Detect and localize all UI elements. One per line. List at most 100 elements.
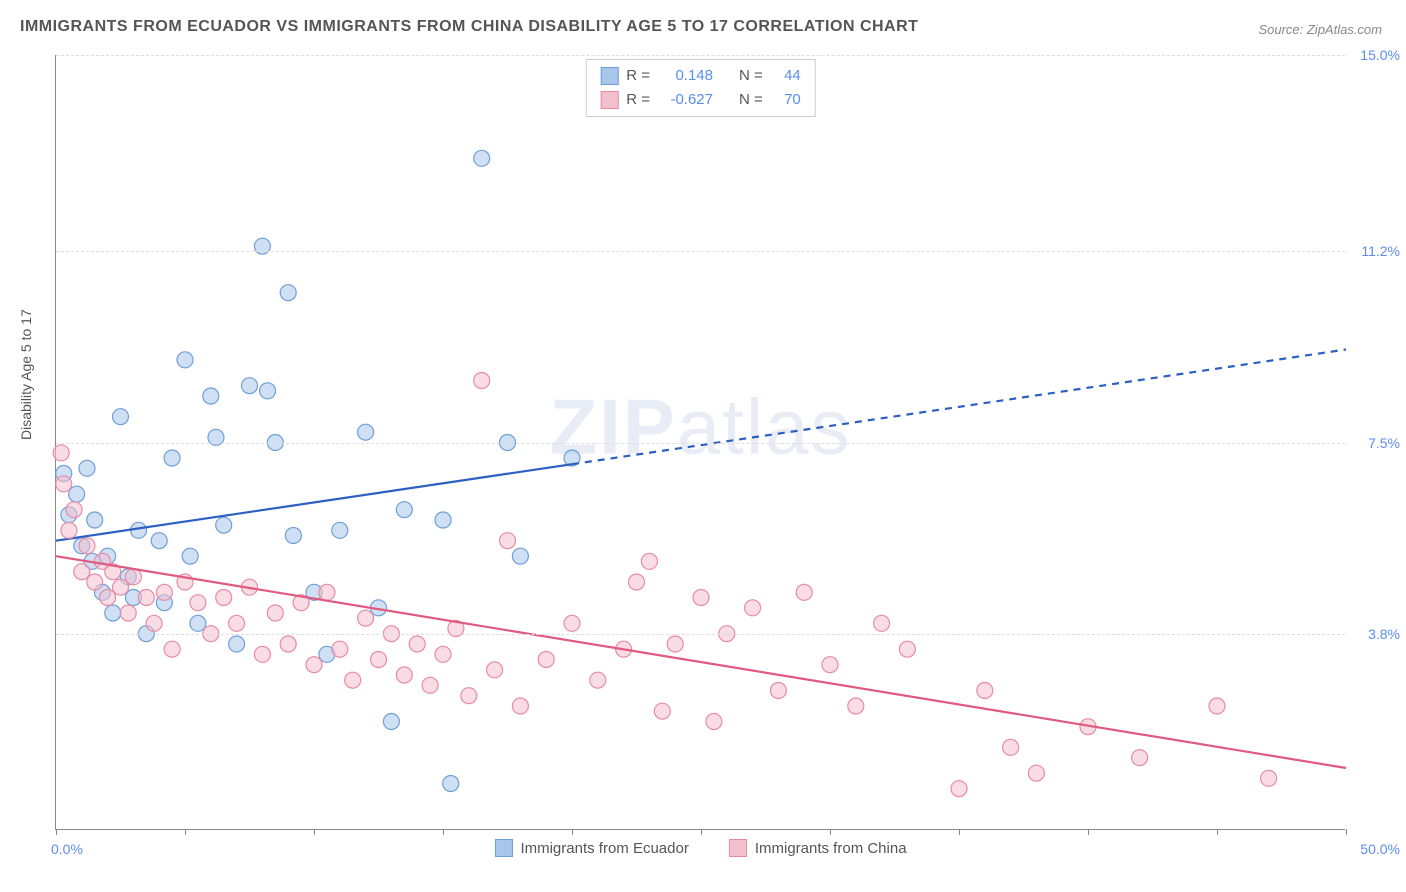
- trend-line-solid: [56, 556, 1346, 768]
- data-point: [590, 672, 606, 688]
- data-point: [74, 564, 90, 580]
- data-point: [151, 533, 167, 549]
- data-point: [254, 646, 270, 662]
- x-tick: [185, 829, 186, 835]
- data-point: [87, 574, 103, 590]
- data-point: [87, 512, 103, 528]
- data-point: [383, 714, 399, 730]
- data-point: [267, 605, 283, 621]
- y-tick-label: 7.5%: [1350, 435, 1400, 451]
- data-point: [177, 352, 193, 368]
- data-point: [345, 672, 361, 688]
- data-point: [422, 677, 438, 693]
- plot-area: ZIPatlas R = 0.148 N = 44 R = -0.627 N =…: [55, 55, 1345, 830]
- data-point: [242, 378, 258, 394]
- data-point: [512, 548, 528, 564]
- trend-line-solid: [56, 464, 572, 540]
- data-point: [113, 579, 129, 595]
- x-tick: [701, 829, 702, 835]
- data-point: [848, 698, 864, 714]
- source-attribution: Source: ZipAtlas.com: [1258, 22, 1382, 37]
- data-point: [538, 652, 554, 668]
- data-point: [500, 533, 516, 549]
- data-point: [138, 590, 154, 606]
- data-point: [306, 657, 322, 673]
- data-point: [1209, 698, 1225, 714]
- x-tick: [959, 829, 960, 835]
- data-point: [564, 615, 580, 631]
- y-axis-label: Disability Age 5 to 17: [18, 309, 34, 440]
- data-point: [105, 605, 121, 621]
- data-point: [66, 502, 82, 518]
- data-point: [358, 424, 374, 440]
- data-point: [706, 714, 722, 730]
- chart-title: IMMIGRANTS FROM ECUADOR VS IMMIGRANTS FR…: [20, 18, 918, 36]
- data-point: [474, 150, 490, 166]
- data-point: [371, 652, 387, 668]
- data-point: [951, 781, 967, 797]
- x-tick: [830, 829, 831, 835]
- data-point: [461, 688, 477, 704]
- data-point: [216, 517, 232, 533]
- x-tick: [314, 829, 315, 835]
- data-point: [629, 574, 645, 590]
- data-point: [474, 373, 490, 389]
- data-point: [203, 388, 219, 404]
- data-point: [319, 584, 335, 600]
- data-point: [190, 615, 206, 631]
- data-point: [770, 683, 786, 699]
- data-point: [487, 662, 503, 678]
- data-point: [745, 600, 761, 616]
- data-point: [396, 502, 412, 518]
- data-point: [190, 595, 206, 611]
- data-point: [641, 553, 657, 569]
- data-point: [332, 641, 348, 657]
- data-point: [56, 476, 72, 492]
- data-point: [53, 445, 69, 461]
- data-point: [796, 584, 812, 600]
- data-point: [1132, 750, 1148, 766]
- data-point: [977, 683, 993, 699]
- gridline: [56, 251, 1345, 252]
- x-tick-label: 0.0%: [51, 841, 83, 857]
- x-tick: [56, 829, 57, 835]
- data-point: [79, 460, 95, 476]
- data-point: [693, 590, 709, 606]
- legend-item-ecuador: Immigrants from Ecuador: [494, 839, 688, 857]
- legend-swatch-ecuador: [494, 839, 512, 857]
- data-point: [396, 667, 412, 683]
- data-point: [164, 450, 180, 466]
- data-point: [125, 569, 141, 585]
- source-label: Source:: [1258, 22, 1306, 37]
- data-point: [667, 636, 683, 652]
- y-tick-label: 15.0%: [1350, 47, 1400, 63]
- data-point: [280, 636, 296, 652]
- data-point: [409, 636, 425, 652]
- x-tick: [1217, 829, 1218, 835]
- data-point: [69, 486, 85, 502]
- trend-line-dashed: [572, 350, 1346, 465]
- data-point: [358, 610, 374, 626]
- data-point: [61, 522, 77, 538]
- data-point: [435, 512, 451, 528]
- data-point: [260, 383, 276, 399]
- data-point: [443, 776, 459, 792]
- data-point: [654, 703, 670, 719]
- gridline: [56, 634, 1345, 635]
- data-point: [874, 615, 890, 631]
- x-tick: [443, 829, 444, 835]
- chart-container: IMMIGRANTS FROM ECUADOR VS IMMIGRANTS FR…: [0, 0, 1406, 892]
- y-tick-label: 11.2%: [1350, 243, 1400, 259]
- data-point: [79, 538, 95, 554]
- data-point: [100, 590, 116, 606]
- data-point: [1261, 770, 1277, 786]
- data-point: [822, 657, 838, 673]
- source-name: ZipAtlas.com: [1307, 22, 1382, 37]
- data-point: [512, 698, 528, 714]
- series-legend: Immigrants from Ecuador Immigrants from …: [494, 839, 906, 857]
- data-point: [156, 584, 172, 600]
- data-point: [285, 528, 301, 544]
- data-point: [146, 615, 162, 631]
- data-point: [120, 605, 136, 621]
- data-point: [899, 641, 915, 657]
